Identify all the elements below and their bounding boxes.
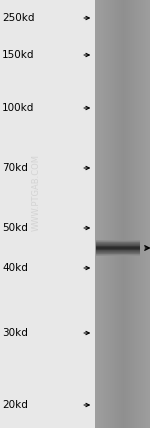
- Text: WWW.PTGAB.COM: WWW.PTGAB.COM: [32, 154, 41, 231]
- Bar: [101, 0, 103, 428]
- Bar: [128, 0, 130, 428]
- Bar: [96, 246, 140, 247]
- Bar: [96, 247, 140, 248]
- Bar: [115, 0, 117, 428]
- Bar: [96, 248, 140, 249]
- Text: 250kd: 250kd: [2, 13, 34, 23]
- Bar: [146, 0, 148, 428]
- Bar: [135, 0, 137, 428]
- Bar: [126, 0, 128, 428]
- Bar: [137, 0, 139, 428]
- Bar: [114, 0, 115, 428]
- Bar: [121, 0, 123, 428]
- Bar: [99, 0, 101, 428]
- Bar: [141, 0, 143, 428]
- Bar: [96, 254, 140, 255]
- Bar: [119, 0, 121, 428]
- Bar: [96, 253, 140, 254]
- Text: 30kd: 30kd: [2, 328, 28, 338]
- Bar: [96, 240, 140, 241]
- Bar: [104, 0, 106, 428]
- Bar: [95, 0, 97, 428]
- Bar: [139, 0, 141, 428]
- Bar: [108, 0, 110, 428]
- Bar: [96, 249, 140, 250]
- Bar: [96, 243, 140, 244]
- Bar: [96, 244, 140, 245]
- Bar: [130, 0, 132, 428]
- Bar: [96, 241, 140, 242]
- Text: 150kd: 150kd: [2, 50, 34, 60]
- Bar: [117, 0, 119, 428]
- Text: 40kd: 40kd: [2, 263, 28, 273]
- Bar: [148, 0, 150, 428]
- Bar: [123, 0, 124, 428]
- Bar: [96, 255, 140, 256]
- Bar: [112, 0, 114, 428]
- Bar: [96, 252, 140, 253]
- Bar: [143, 0, 144, 428]
- Bar: [134, 0, 135, 428]
- Text: 20kd: 20kd: [2, 400, 28, 410]
- Bar: [0, 0, 95, 428]
- Bar: [145, 0, 146, 428]
- Bar: [96, 242, 140, 243]
- Bar: [106, 0, 108, 428]
- Bar: [124, 0, 126, 428]
- Bar: [96, 245, 140, 246]
- Bar: [132, 0, 134, 428]
- Bar: [96, 251, 140, 252]
- Bar: [96, 250, 140, 251]
- Bar: [103, 0, 104, 428]
- Text: 70kd: 70kd: [2, 163, 28, 173]
- Bar: [110, 0, 112, 428]
- Text: 50kd: 50kd: [2, 223, 28, 233]
- Text: 100kd: 100kd: [2, 103, 34, 113]
- Bar: [97, 0, 99, 428]
